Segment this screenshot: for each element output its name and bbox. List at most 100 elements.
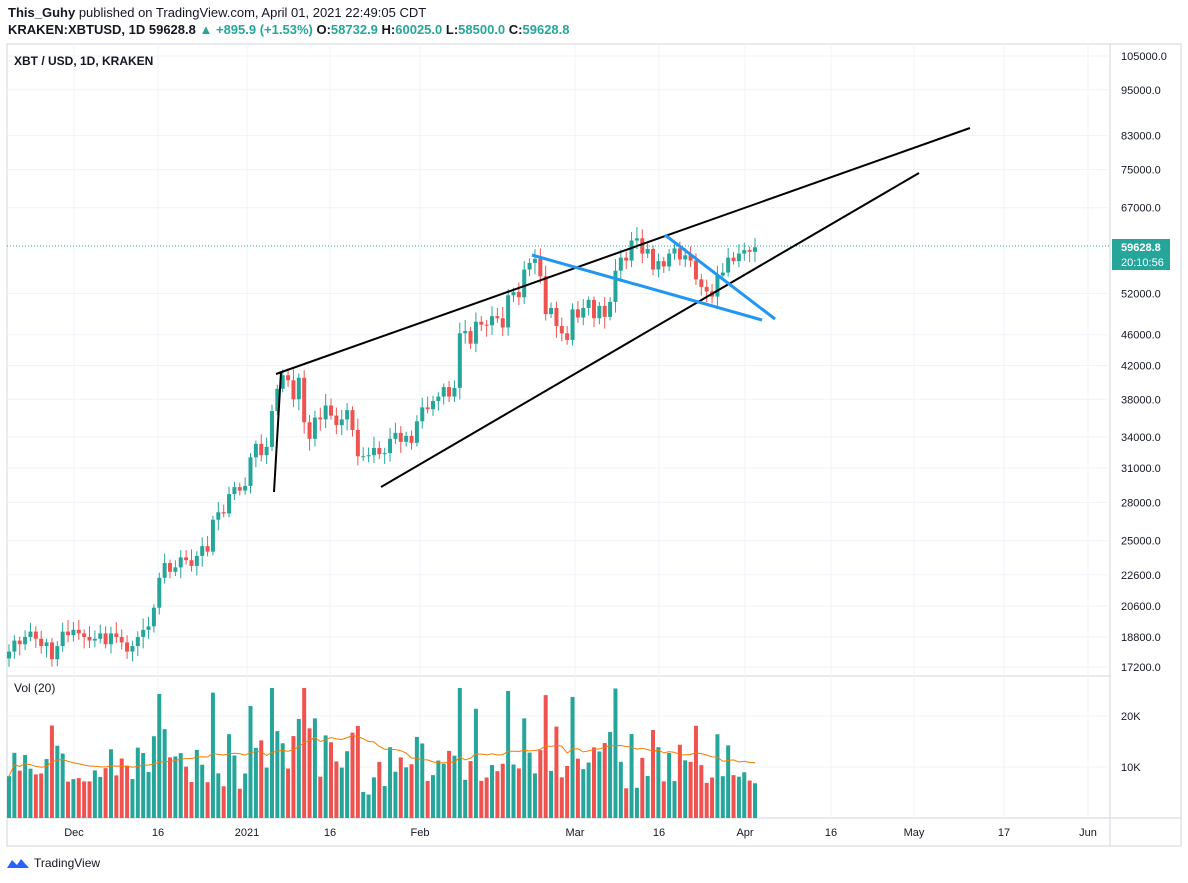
publish-info: This_Guhy published on TradingView.com, … (8, 5, 426, 20)
volume-bar (382, 786, 387, 818)
y-tick-label: 28000.0 (1121, 497, 1161, 509)
volume-bar (280, 743, 285, 818)
candle-body (103, 633, 108, 645)
volume-bar (704, 782, 709, 818)
volume-bar (463, 779, 468, 818)
volume-bar (243, 773, 248, 818)
candle-body (371, 447, 376, 456)
change-arrow-icon: ▲ (199, 22, 213, 37)
candle-body (425, 407, 430, 410)
candle-body (447, 387, 452, 397)
volume-bar (441, 763, 446, 818)
volume-bar (334, 761, 339, 818)
open-label: O: (316, 22, 331, 37)
volume-bar (436, 760, 441, 818)
volume-bar (135, 747, 140, 818)
volume-bar (184, 766, 189, 818)
volume-bar (672, 781, 677, 818)
volume-bar (500, 763, 505, 818)
chart-title: XBT / USD, 1D, KRAKEN (14, 54, 153, 68)
brand-name[interactable]: TradingView (34, 856, 101, 870)
candle-body (114, 633, 119, 637)
candle-body (570, 309, 575, 340)
volume-bar (693, 725, 698, 818)
volume-bar (366, 794, 371, 818)
candle-body (119, 636, 124, 643)
candle-body (398, 432, 403, 442)
price-axis[interactable]: 105000.0 95000.0 83000.0 75000.0 67000.0 5200… (1121, 51, 1167, 674)
volume-bar (409, 764, 414, 818)
volume-bar (559, 777, 564, 818)
volume-bar (597, 751, 602, 818)
volume-bar (361, 791, 366, 818)
candle-body (216, 512, 221, 520)
high-value: 60025.0 (395, 22, 443, 37)
wedge-line-1 (531, 253, 763, 322)
candle-body (205, 546, 210, 552)
candle-body (366, 455, 371, 457)
candles (7, 227, 757, 667)
time-axis[interactable]: Dec 16 2021 16 Feb Mar 16 Apr 16 May 17 Jun (64, 827, 1097, 839)
candle-body (345, 410, 350, 420)
candle-body (307, 422, 312, 439)
candle-body (661, 261, 666, 267)
volume-bar (473, 708, 478, 818)
candle-body (184, 557, 189, 561)
volume-bar (141, 753, 146, 818)
candle-body (350, 410, 355, 430)
candle-body (291, 380, 296, 400)
volume-bar (28, 768, 33, 818)
candle-body (232, 487, 237, 495)
x-tick-label: 16 (653, 827, 665, 839)
candle-body (613, 270, 618, 302)
candle-body (253, 443, 258, 458)
candle-body (527, 262, 532, 270)
candle-body (473, 321, 478, 344)
candle-body (618, 257, 623, 271)
volume-bar (747, 780, 752, 818)
x-tick-label: 16 (324, 827, 336, 839)
volume-bar (575, 758, 580, 818)
candle-body (302, 377, 307, 423)
candle-body (243, 485, 248, 491)
price-change: +895.9 (+1.53%) (215, 22, 313, 37)
volume-bar (12, 752, 17, 818)
candle-body (318, 417, 323, 420)
candle-body (506, 295, 511, 328)
volume-bar (307, 728, 312, 818)
candle-body (430, 401, 435, 410)
y-tick-label: 75000.0 (1121, 165, 1161, 177)
candle-body (388, 438, 393, 454)
candle-body (532, 258, 537, 263)
volume-bar (151, 736, 156, 818)
candle-body (404, 435, 409, 442)
candle-body (377, 447, 382, 455)
volume-bar (146, 771, 151, 818)
x-tick-label: 16 (825, 827, 837, 839)
candle-body (672, 248, 677, 254)
volume-bar (640, 757, 645, 818)
volume-bar (516, 768, 521, 818)
candle-body (624, 257, 629, 261)
author-name[interactable]: This_Guhy (8, 5, 76, 20)
volume-bar (296, 718, 301, 818)
wedge-line-2 (664, 233, 776, 321)
candle-body (259, 443, 264, 456)
candle-body (393, 432, 398, 439)
candle-body (656, 261, 661, 270)
volume-bar (554, 726, 559, 818)
volume-bar (532, 773, 537, 818)
candle-body (286, 375, 291, 381)
volume-bar (103, 768, 108, 818)
volume-bar (345, 751, 350, 818)
y-tick-label: 83000.0 (1121, 130, 1161, 142)
vol-tick-label: 10K (1121, 762, 1141, 774)
volume-bar (629, 734, 634, 818)
upper-wedge-line (275, 127, 971, 375)
volume-bar (667, 752, 672, 818)
volume-bar (506, 690, 511, 818)
candle-body (753, 247, 757, 252)
candle-body (581, 307, 586, 318)
volume-bar (355, 725, 360, 818)
